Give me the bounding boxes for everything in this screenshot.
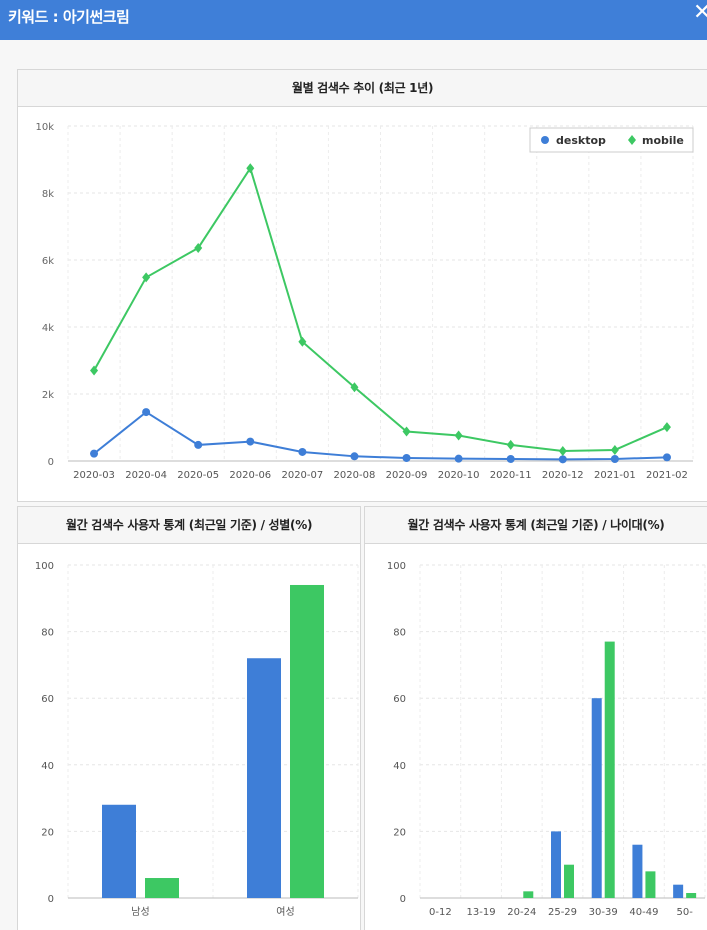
y-tick-label: 0 — [48, 894, 54, 905]
data-point-desktop — [403, 454, 411, 462]
data-point-desktop — [663, 453, 671, 461]
y-tick-label: 100 — [387, 561, 406, 572]
keyword-title: 키워드 : 아기썬크림 — [8, 6, 129, 27]
header-bar: 키워드 : 아기썬크림 ✕ — [0, 0, 707, 40]
y-tick-label: 6k — [42, 256, 54, 267]
y-tick-label: 40 — [41, 761, 54, 772]
x-tick-label: 2020-08 — [334, 470, 376, 481]
data-point-mobile — [663, 422, 671, 432]
close-icon[interactable]: ✕ — [693, 2, 707, 24]
legend: desktop mobile — [530, 128, 693, 152]
x-tick-label: 2020-05 — [177, 470, 219, 481]
y-tick-label: 20 — [393, 827, 406, 838]
y-tick-label: 100 — [35, 561, 54, 572]
legend-marker-desktop — [541, 136, 549, 144]
data-point-desktop — [142, 408, 150, 416]
age-bar-series-0 — [632, 845, 642, 898]
y-tick-label: 0 — [48, 457, 54, 468]
y-tick-label: 40 — [393, 761, 406, 772]
gender-bar-series-1 — [290, 585, 324, 898]
gender-bar-series-0 — [247, 658, 281, 898]
age-bar-series-0 — [551, 831, 561, 898]
x-tick-label: 2021-01 — [594, 470, 636, 481]
age-bar-series-1 — [564, 865, 574, 898]
data-point-desktop — [559, 455, 567, 463]
monthly-trend-title: 월별 검색수 추이 (최근 1년) — [18, 70, 707, 107]
age-bar-series-1 — [645, 871, 655, 898]
x-tick-label: 2020-11 — [490, 470, 532, 481]
gender-bar-series-1 — [145, 878, 179, 898]
x-tick-label: 2021-02 — [646, 470, 688, 481]
age-tick-label: 30-39 — [589, 907, 618, 918]
age-panel: 월간 검색수 사용자 통계 (최근일 기준) / 나이대(%) 0 20 40 60 8… — [364, 506, 707, 930]
x-tick-label: 2020-04 — [125, 470, 167, 481]
x-tick-label: 2020-03 — [73, 470, 115, 481]
x-tick-label: 2020-10 — [438, 470, 480, 481]
gender-bar-series-0 — [102, 805, 136, 898]
data-point-mobile — [507, 440, 515, 450]
y-tick-label: 60 — [393, 694, 406, 705]
y-tick-label: 80 — [41, 628, 54, 639]
age-tick-label: 25-29 — [548, 907, 577, 918]
legend-label-mobile: mobile — [642, 134, 684, 147]
y-tick-label: 80 — [393, 628, 406, 639]
y-tick-label: 0 — [400, 894, 406, 905]
data-point-desktop — [507, 455, 515, 463]
data-point-desktop — [90, 450, 98, 458]
y-tick-label: 60 — [41, 694, 54, 705]
age-tick-label: 50- — [676, 907, 693, 918]
monthly-trend-panel: 월별 검색수 추이 (최근 1년) 0 2k 4k 6k 8k 10k 2020-03 202… — [17, 69, 707, 502]
age-chart-title: 월간 검색수 사용자 통계 (최근일 기준) / 나이대(%) — [365, 507, 707, 544]
gender-chart-title: 월간 검색수 사용자 통계 (최근일 기준) / 성별(%) — [18, 507, 360, 544]
gender-tick-label: 여성 — [276, 906, 294, 918]
age-bar-series-1 — [686, 893, 696, 898]
data-point-desktop — [611, 455, 619, 463]
age-tick-label: 0-12 — [429, 907, 452, 918]
age-bar-series-1 — [605, 642, 615, 898]
gender-tick-label: 남성 — [131, 906, 149, 918]
age-chart: 0 20 40 60 80 100 0-12 13-19 20-24 25-29 30-39 40-4… — [365, 545, 707, 930]
gender-chart: 0 20 40 60 80 100 남성 여성 — [18, 545, 361, 930]
data-point-desktop — [194, 441, 202, 449]
age-bar-series-0 — [673, 885, 683, 898]
monthly-trend-chart: 0 2k 4k 6k 8k 10k 2020-03 2020-04 2020-05 2020-06… — [18, 108, 707, 502]
x-tick-label: 2020-12 — [542, 470, 584, 481]
y-tick-label: 4k — [42, 323, 54, 334]
x-tick-label: 2020-09 — [386, 470, 428, 481]
y-tick-label: 10k — [35, 122, 54, 133]
y-tick-label: 20 — [41, 827, 54, 838]
x-tick-label: 2020-07 — [281, 470, 323, 481]
data-point-mobile — [559, 446, 567, 456]
data-point-desktop — [298, 448, 306, 456]
age-tick-label: 20-24 — [507, 907, 536, 918]
gender-panel: 월간 검색수 사용자 통계 (최근일 기준) / 성별(%) 0 20 40 60 80… — [17, 506, 361, 930]
data-point-mobile — [611, 445, 619, 455]
age-bar-series-1 — [523, 891, 533, 898]
data-point-desktop — [246, 438, 254, 446]
data-point-desktop — [455, 455, 463, 463]
age-bar-series-0 — [592, 698, 602, 898]
data-point-mobile — [455, 431, 463, 441]
data-point-desktop — [350, 452, 358, 460]
legend-label-desktop: desktop — [556, 134, 606, 147]
y-tick-label: 8k — [42, 189, 54, 200]
x-tick-label: 2020-06 — [229, 470, 271, 481]
age-tick-label: 13-19 — [467, 907, 496, 918]
y-tick-label: 2k — [42, 390, 54, 401]
age-tick-label: 40-49 — [629, 907, 658, 918]
